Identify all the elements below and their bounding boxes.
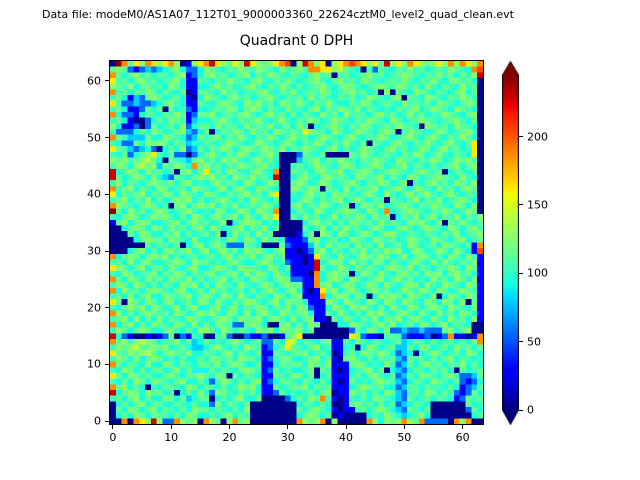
colorbar-tick-label: 200 xyxy=(527,130,548,144)
colorbar-tick-label: 50 xyxy=(527,335,541,349)
x-tick-mark xyxy=(345,425,347,429)
colorbar-tick-label: 150 xyxy=(527,198,548,212)
x-tick-mark xyxy=(228,425,230,429)
y-tick-mark xyxy=(105,80,109,82)
colorbar-tick-mark xyxy=(519,272,523,274)
y-tick-mark xyxy=(105,307,109,309)
x-tick-label: 40 xyxy=(339,431,354,444)
colorbar-tick-label: 0 xyxy=(527,403,534,417)
x-tick-mark xyxy=(170,425,172,429)
x-tick-label: 30 xyxy=(280,431,295,444)
colorbar-tick-mark xyxy=(519,204,523,206)
colorbar-tick-mark xyxy=(519,136,523,138)
x-tick-label: 20 xyxy=(222,431,237,444)
y-tick-label: 10 xyxy=(87,357,101,371)
plot-title: Quadrant 0 DPH xyxy=(239,33,354,49)
colorbar-tick-mark xyxy=(519,409,523,411)
y-tick-label: 50 xyxy=(87,131,101,145)
axes-frame xyxy=(109,60,484,425)
x-tick-mark xyxy=(287,425,289,429)
x-tick-label: 10 xyxy=(164,431,179,444)
x-tick-label: 50 xyxy=(397,431,412,444)
y-tick-label: 0 xyxy=(94,414,101,428)
colorbar xyxy=(502,61,519,425)
heatmap-canvas xyxy=(110,61,483,424)
y-tick-label: 40 xyxy=(87,187,101,201)
y-tick-mark xyxy=(105,250,109,252)
y-tick-label: 60 xyxy=(87,74,101,88)
y-tick-mark xyxy=(105,363,109,365)
x-tick-mark xyxy=(462,425,464,429)
x-tick-mark xyxy=(403,425,405,429)
y-tick-mark xyxy=(105,420,109,422)
y-tick-mark xyxy=(105,137,109,139)
data-file-label: Data file: modeM0/AS1A07_112T01_90000033… xyxy=(42,8,514,21)
x-tick-label: 60 xyxy=(455,431,470,444)
colorbar-tick-label: 100 xyxy=(527,266,548,280)
colorbar-tick-mark xyxy=(519,341,523,343)
y-tick-label: 30 xyxy=(87,244,101,258)
x-tick-label: 0 xyxy=(109,431,117,444)
x-tick-mark xyxy=(112,425,114,429)
y-tick-label: 20 xyxy=(87,301,101,315)
y-tick-mark xyxy=(105,193,109,195)
